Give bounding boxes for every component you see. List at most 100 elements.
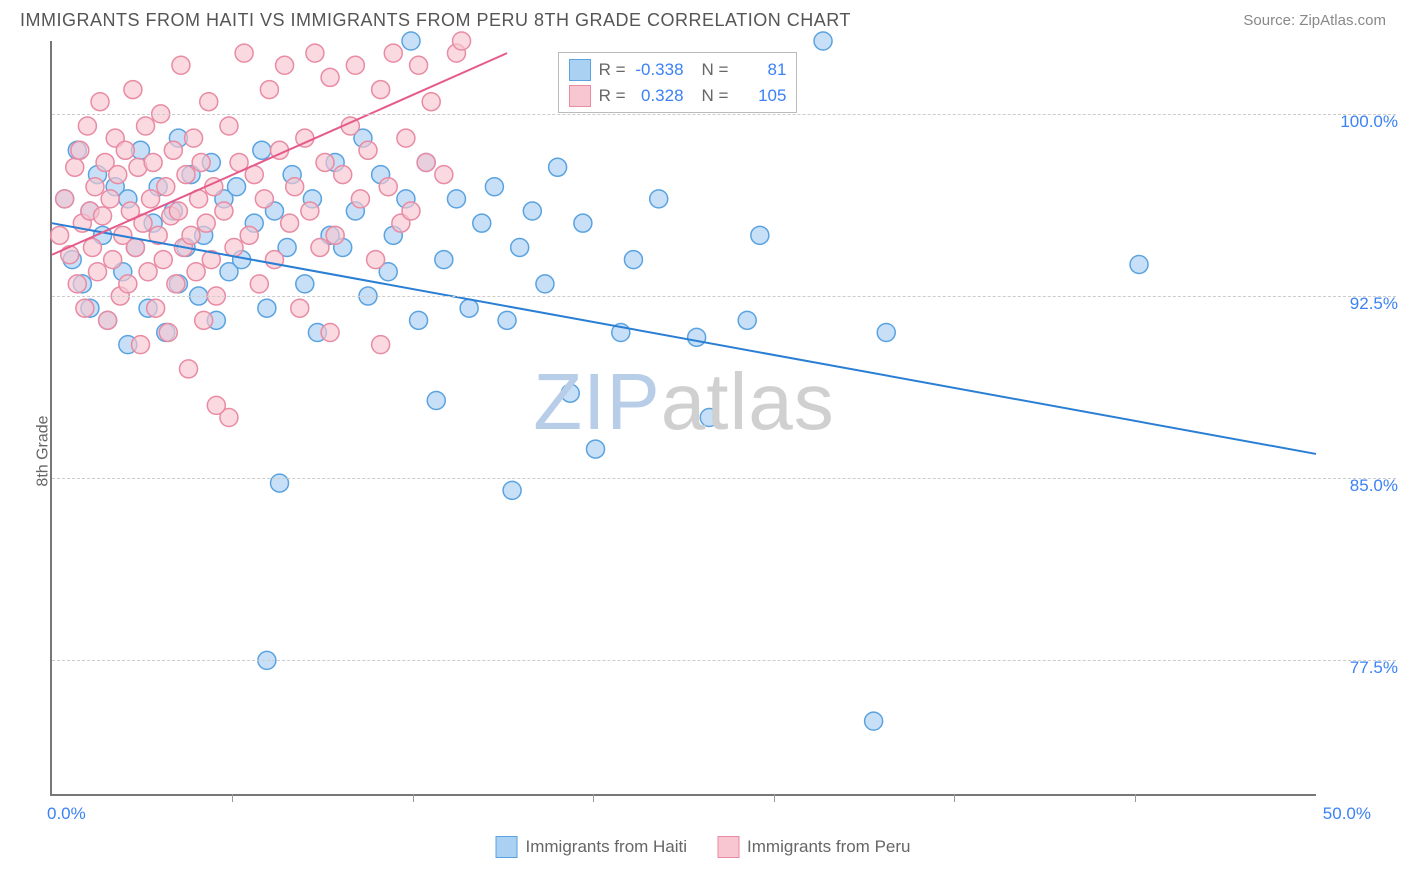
scatter-point <box>147 299 165 317</box>
legend-swatch <box>569 59 591 81</box>
correlation-legend: R =-0.338N =81R = 0.328 N = 105 <box>558 52 798 113</box>
scatter-point <box>66 158 84 176</box>
scatter-point <box>116 141 134 159</box>
x-tick <box>593 794 594 802</box>
scatter-point <box>182 226 200 244</box>
scatter-point <box>877 323 895 341</box>
scatter-point <box>417 153 435 171</box>
gridline-h <box>52 296 1396 297</box>
scatter-point <box>101 190 119 208</box>
x-tick <box>1135 794 1136 802</box>
scatter-point <box>372 336 390 354</box>
scatter-point <box>549 158 567 176</box>
gridline-h <box>52 114 1396 115</box>
legend-n-label: N = <box>702 83 729 109</box>
scatter-plot-svg <box>52 41 1316 794</box>
scatter-point <box>71 141 89 159</box>
scatter-point <box>321 68 339 86</box>
scatter-point <box>498 311 516 329</box>
scatter-point <box>561 384 579 402</box>
scatter-point <box>367 251 385 269</box>
scatter-point <box>276 56 294 74</box>
legend-n-label: N = <box>702 57 729 83</box>
scatter-point <box>435 251 453 269</box>
x-tick-label: 50.0% <box>1323 804 1371 824</box>
x-tick-label: 0.0% <box>47 804 86 824</box>
scatter-point <box>372 81 390 99</box>
y-tick-label: 85.0% <box>1350 476 1398 496</box>
y-tick-label: 100.0% <box>1340 112 1398 132</box>
scatter-point <box>271 474 289 492</box>
scatter-point <box>291 299 309 317</box>
scatter-point <box>865 712 883 730</box>
scatter-point <box>321 323 339 341</box>
scatter-point <box>473 214 491 232</box>
scatter-point <box>76 299 94 317</box>
scatter-point <box>402 202 420 220</box>
scatter-point <box>195 311 213 329</box>
scatter-point <box>51 226 69 244</box>
y-tick-label: 92.5% <box>1350 294 1398 314</box>
scatter-point <box>306 44 324 62</box>
scatter-point <box>180 360 198 378</box>
legend-label: Immigrants from Haiti <box>526 837 688 857</box>
scatter-point <box>574 214 592 232</box>
scatter-point <box>185 129 203 147</box>
scatter-point <box>460 299 478 317</box>
scatter-point <box>397 129 415 147</box>
scatter-point <box>650 190 668 208</box>
x-tick <box>774 794 775 802</box>
scatter-point <box>235 44 253 62</box>
x-tick <box>413 794 414 802</box>
scatter-point <box>240 226 258 244</box>
legend-r-label: R = <box>599 57 626 83</box>
source-attribution: Source: ZipAtlas.com <box>1243 12 1386 29</box>
legend-swatch <box>569 85 591 107</box>
legend-item: Immigrants from Haiti <box>496 836 688 858</box>
scatter-point <box>523 202 541 220</box>
legend-row: R =-0.338N =81 <box>569 57 787 83</box>
chart-header: IMMIGRANTS FROM HAITI VS IMMIGRANTS FROM… <box>0 0 1406 36</box>
scatter-point <box>435 166 453 184</box>
scatter-point <box>1130 255 1148 273</box>
legend-r-label: R = <box>599 83 626 109</box>
scatter-point <box>124 81 142 99</box>
scatter-point <box>738 311 756 329</box>
chart-container: 8th Grade ZIPatlas R =-0.338N =81R =0.32… <box>0 36 1406 866</box>
scatter-point <box>144 153 162 171</box>
legend-n-value: 105 <box>736 83 786 109</box>
scatter-point <box>384 44 402 62</box>
scatter-point <box>172 56 190 74</box>
chart-title: IMMIGRANTS FROM HAITI VS IMMIGRANTS FROM… <box>20 10 851 31</box>
scatter-point <box>109 166 127 184</box>
scatter-point <box>91 93 109 111</box>
scatter-point <box>814 32 832 50</box>
scatter-point <box>326 226 344 244</box>
scatter-point <box>177 166 195 184</box>
scatter-point <box>104 251 122 269</box>
scatter-point <box>94 207 112 225</box>
scatter-point <box>197 214 215 232</box>
scatter-point <box>56 190 74 208</box>
legend-r-value: 0.328 <box>634 83 684 109</box>
scatter-point <box>167 275 185 293</box>
scatter-point <box>334 166 352 184</box>
scatter-point <box>169 202 187 220</box>
scatter-point <box>688 328 706 346</box>
scatter-point <box>258 299 276 317</box>
legend-item: Immigrants from Peru <box>717 836 910 858</box>
legend-swatch <box>496 836 518 858</box>
scatter-point <box>447 190 465 208</box>
gridline-h <box>52 478 1396 479</box>
scatter-point <box>260 81 278 99</box>
scatter-point <box>301 202 319 220</box>
scatter-point <box>89 263 107 281</box>
scatter-point <box>253 141 271 159</box>
scatter-point <box>228 178 246 196</box>
scatter-point <box>311 238 329 256</box>
scatter-point <box>255 190 273 208</box>
scatter-point <box>427 391 445 409</box>
scatter-point <box>126 238 144 256</box>
gridline-h <box>52 660 1396 661</box>
scatter-point <box>587 440 605 458</box>
